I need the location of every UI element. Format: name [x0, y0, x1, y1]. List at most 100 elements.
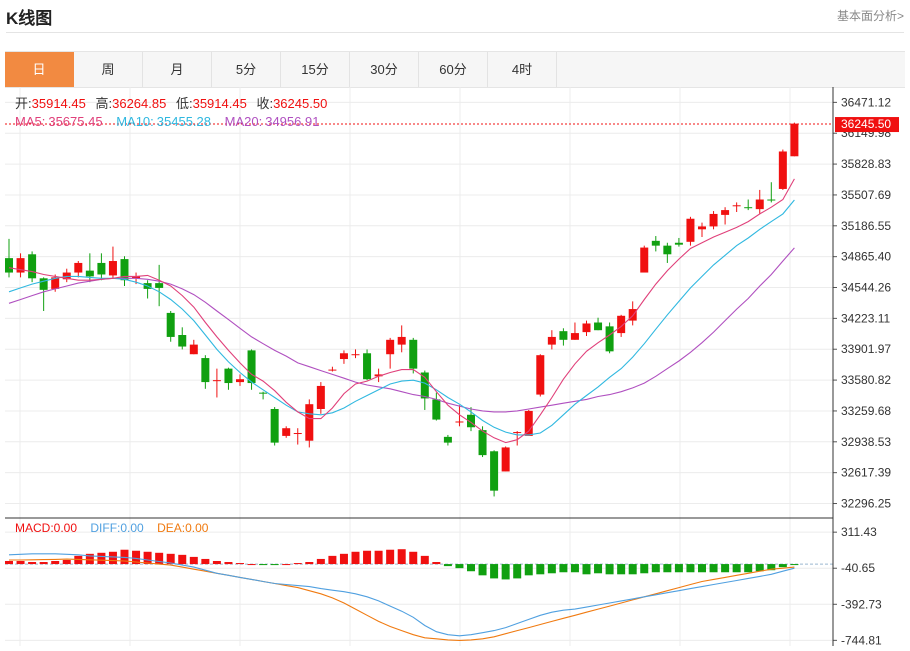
macd-bar — [478, 564, 487, 576]
ma10-line — [8, 199, 795, 436]
candle-body — [617, 315, 626, 334]
macd-bar — [536, 564, 545, 575]
candle-body — [409, 339, 418, 369]
macd-bar — [767, 564, 776, 571]
diff-value: 0.00 — [120, 521, 144, 535]
candle-body — [547, 336, 556, 345]
macd-tick-label: -744.81 — [841, 633, 882, 646]
macd-bar — [236, 563, 244, 565]
period-tabs: 日 周 月 5分 15分 30分 60分 4时 — [5, 51, 905, 88]
macd-bar — [39, 562, 48, 565]
macd-bar — [386, 549, 395, 565]
macd-bar — [201, 558, 210, 565]
grid-lines — [5, 87, 833, 646]
candle-body — [282, 428, 291, 436]
y-tick-label: 32938.53 — [841, 435, 891, 449]
macd-value: 0.00 — [54, 521, 78, 535]
candle-body — [236, 379, 244, 383]
candle-body — [386, 339, 395, 355]
kline-chart-svg[interactable]: 36471.1236149.9835828.8335507.6935186.55… — [0, 87, 910, 647]
tab-week[interactable]: 周 — [74, 52, 143, 87]
candle-body — [467, 414, 475, 428]
macd-bar — [270, 564, 279, 566]
macd-bar — [189, 556, 198, 565]
candle-body — [120, 259, 129, 281]
macd-bar — [16, 560, 25, 565]
ma20-label: MA20: — [225, 114, 263, 129]
candle-body — [270, 408, 279, 443]
macd-bar — [501, 564, 510, 580]
ma-lines — [5, 123, 833, 444]
tab-60min[interactable]: 60分 — [419, 52, 488, 87]
macd-bar — [732, 564, 741, 573]
page-title: K线图 — [6, 9, 53, 28]
y-tick-label: 36471.12 — [841, 95, 891, 109]
ohlc-info: 开:35914.45 高:36264.85 低:35914.45 收:36245… — [15, 96, 327, 111]
tab-day[interactable]: 日 — [5, 52, 74, 87]
tab-5min[interactable]: 5分 — [212, 52, 281, 87]
candle-body — [698, 226, 706, 230]
low-label: 低: — [176, 96, 193, 111]
candle-body — [709, 213, 718, 227]
y-tick-label: 34544.26 — [841, 281, 891, 295]
candle-body — [674, 242, 683, 245]
candle-body — [559, 331, 568, 340]
candle-body — [605, 326, 614, 352]
macd-bar — [85, 553, 94, 565]
macd-bar — [420, 555, 429, 565]
macd-bar — [467, 564, 475, 572]
candle-body — [755, 199, 764, 210]
macd-bar — [363, 550, 372, 565]
y-tick-label: 32296.25 — [841, 497, 891, 511]
candle-body — [351, 354, 360, 356]
high-value: 36264.85 — [112, 96, 166, 111]
y-tick-label: 35186.55 — [841, 219, 891, 233]
candle-body — [732, 205, 741, 207]
candle-body — [767, 199, 776, 201]
tab-month[interactable]: 月 — [143, 52, 212, 87]
macd-bar — [513, 564, 522, 579]
candle-body — [744, 207, 753, 209]
candle-body — [594, 322, 603, 331]
tab-4hour[interactable]: 4时 — [488, 52, 557, 87]
macd-bar — [755, 564, 764, 572]
candlestick-series — [5, 122, 799, 497]
open-label: 开: — [15, 96, 32, 111]
macd-bar — [524, 564, 533, 576]
macd-info: MACD:0.00 DIFF:0.00 DEA:0.00 — [15, 521, 209, 535]
chart-area[interactable]: 36471.12 36149.98 35828.83 35507.69 35186.55… — [0, 87, 910, 647]
dea-value: 0.00 — [185, 521, 209, 535]
macd-bar — [409, 551, 418, 565]
candle-body — [478, 430, 487, 456]
price-axis: 36471.1236149.9835828.8335507.6935186.55… — [5, 87, 891, 647]
candle-body — [212, 380, 221, 382]
fundamental-analysis-link[interactable]: 基本面分析> — [836, 9, 904, 23]
candle-body — [132, 276, 141, 279]
candle-body — [501, 447, 510, 472]
macd-bar — [674, 564, 683, 573]
candle-body — [328, 369, 337, 371]
macd-bar — [62, 559, 71, 565]
macd-bar — [547, 564, 556, 574]
candle-body — [293, 433, 302, 435]
macd-bar — [132, 550, 141, 565]
candle-body — [28, 254, 37, 279]
ma5-value: 35675.45 — [48, 114, 102, 129]
candle-body — [455, 421, 464, 423]
macd-bar — [617, 564, 626, 575]
candle-body — [663, 245, 672, 255]
macd-bar — [628, 564, 637, 575]
dea-label: DEA: — [157, 521, 185, 535]
y-tick-label: 35507.69 — [841, 188, 891, 202]
ma5-label: MA5: — [15, 114, 45, 129]
candle-body — [189, 344, 198, 355]
macd-bar — [432, 562, 441, 565]
candle-body — [363, 353, 372, 380]
macd-bar — [247, 564, 256, 566]
y-tick-label: 34865.40 — [841, 250, 891, 264]
macd-bar — [698, 564, 706, 573]
candle-body — [247, 350, 256, 384]
tab-15min[interactable]: 15分 — [281, 52, 350, 87]
tab-30min[interactable]: 30分 — [350, 52, 419, 87]
candle-body — [778, 151, 787, 189]
